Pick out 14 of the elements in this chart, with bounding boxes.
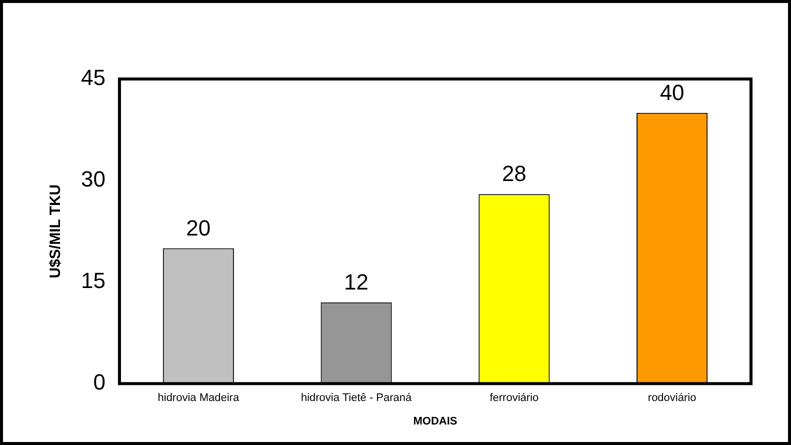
y-tick-label: 45 [80,65,106,90]
y-tick-label: 0 [93,370,106,395]
x-tick-label: hidrovia Madeira [158,392,240,404]
data-label: 12 [344,269,369,294]
x-tick-label: hidrovia Tietê - Paraná [300,392,413,404]
data-label: 40 [660,80,684,105]
y-axis-title: U$S/MIL TKU [47,184,64,278]
x-tick-label: ferroviário [490,392,539,404]
y-tick-label: 30 [80,166,106,192]
data-label: 28 [502,161,526,186]
y-tick-label: 15 [80,268,106,294]
data-label: 20 [186,215,211,240]
x-axis-title: MODAIS [413,415,458,428]
x-tick-label: rodoviário [648,392,696,404]
